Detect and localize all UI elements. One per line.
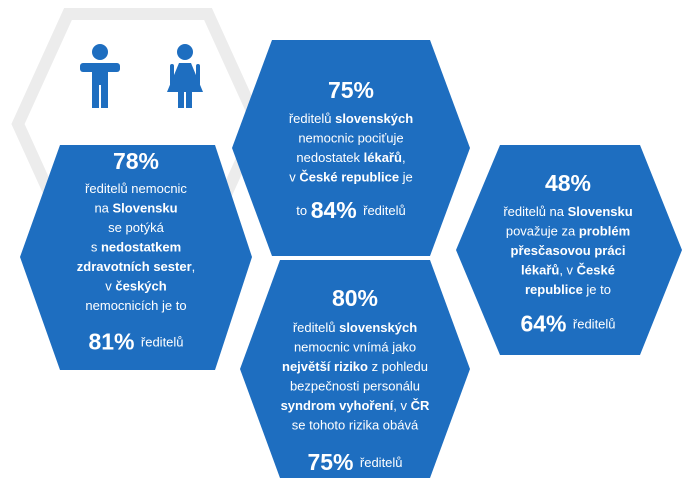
text-line: v České republice je	[289, 170, 413, 185]
text-line: ředitelů slovenských	[289, 111, 413, 126]
text-line: nedostatek lékařů,	[296, 150, 405, 165]
text-line: s nedostatkem	[91, 240, 181, 255]
text-segment: , v	[393, 398, 410, 413]
text-line: to 84% ředitelů	[296, 197, 406, 223]
text-segment: v	[289, 170, 299, 185]
text-segment: republice	[525, 282, 583, 297]
text-line: 81% ředitelů	[88, 329, 183, 355]
text-segment: nemocnicích je to	[85, 298, 186, 313]
text-segment: ČR	[411, 398, 430, 413]
text-line: přesčasovou práci	[511, 243, 626, 258]
text-line: zdravotních sester,	[77, 259, 196, 274]
text-segment: ředitelů	[363, 203, 406, 218]
text-segment: zdravotních sester	[77, 259, 192, 274]
text-line: ředitelů nemocnic	[85, 181, 187, 196]
text-segment: přesčasovou práci	[511, 243, 626, 258]
text-line: 64% ředitelů	[520, 311, 615, 337]
text-line: republice je to	[525, 282, 611, 297]
text-segment: ,	[402, 150, 406, 165]
text-line: nemocnic vnímá jako	[294, 340, 416, 355]
text-segment: ředitelů	[573, 317, 616, 332]
text-segment: je to	[583, 282, 611, 297]
text-line: nemocnicích je to	[85, 298, 186, 313]
text-line: syndrom vyhoření, v ČR	[281, 398, 430, 413]
headline: 78%	[113, 148, 159, 174]
text-line: nemocnic pociťuje	[298, 131, 403, 146]
text-segment: českých	[115, 279, 166, 294]
hexagon	[456, 145, 682, 355]
text-segment: ředitelů na	[503, 204, 567, 219]
headline: 48%	[545, 170, 591, 196]
text-segment: ředitelů nemocnic	[85, 181, 187, 196]
headline: 80%	[332, 285, 378, 311]
text-segment: ,	[192, 259, 196, 274]
text-segment: považuje za	[506, 224, 579, 239]
text-segment: nemocnic vnímá jako	[294, 340, 416, 355]
text-segment: je	[399, 170, 413, 185]
big-number: 81%	[88, 329, 140, 355]
big-number: 75%	[307, 449, 359, 475]
text-segment: v	[105, 279, 115, 294]
text-segment: České	[577, 263, 615, 278]
text-segment: slovenských	[339, 320, 417, 335]
text-line: považuje za problém	[506, 224, 630, 239]
text-segment: to	[296, 203, 310, 218]
text-segment: se potýká	[108, 220, 164, 235]
text-line: v českých	[105, 279, 167, 294]
text-segment: Slovensku	[113, 201, 178, 216]
big-number: 84%	[311, 197, 363, 223]
text-segment: ředitelů	[360, 455, 403, 470]
text-segment: bezpečnosti personálu	[290, 379, 420, 394]
hexagon	[20, 145, 252, 370]
text-segment: lékařů	[364, 150, 402, 165]
text-segment: nemocnic pociťuje	[298, 131, 403, 146]
text-segment: syndrom vyhoření	[281, 398, 394, 413]
text-line: se tohoto rizika obává	[292, 418, 419, 433]
text-segment: největší riziko	[282, 359, 368, 374]
text-segment: nedostatek	[296, 150, 363, 165]
text-segment: s	[91, 240, 101, 255]
big-number: 64%	[520, 311, 572, 337]
text-segment: z pohledu	[368, 359, 428, 374]
text-line: se potýká	[108, 220, 164, 235]
text-segment: na	[94, 201, 112, 216]
text-line: bezpečnosti personálu	[290, 379, 420, 394]
text-line: ředitelů na Slovensku	[503, 204, 632, 219]
text-segment: České republice	[299, 170, 399, 185]
text-line: ředitelů slovenských	[293, 320, 417, 335]
text-segment: se tohoto rizika obává	[292, 418, 419, 433]
text-line: lékařů, v České	[521, 263, 615, 278]
text-line: na Slovensku	[94, 201, 177, 216]
text-segment: problém	[579, 224, 630, 239]
text-segment: nedostatkem	[101, 240, 181, 255]
headline: 75%	[328, 77, 374, 103]
text-segment: ředitelů	[141, 335, 184, 350]
text-segment: ředitelů	[289, 111, 335, 126]
text-line: 75% ředitelů	[307, 449, 402, 475]
text-segment: lékařů	[521, 263, 559, 278]
male-icon	[80, 44, 120, 108]
text-line: největší riziko z pohledu	[282, 359, 428, 374]
hexagon	[240, 260, 470, 478]
text-segment: Slovensku	[568, 204, 633, 219]
text-segment: slovenských	[335, 111, 413, 126]
female-icon	[167, 44, 203, 108]
text-segment: , v	[559, 263, 576, 278]
text-segment: ředitelů	[293, 320, 339, 335]
hexagon	[232, 40, 470, 256]
